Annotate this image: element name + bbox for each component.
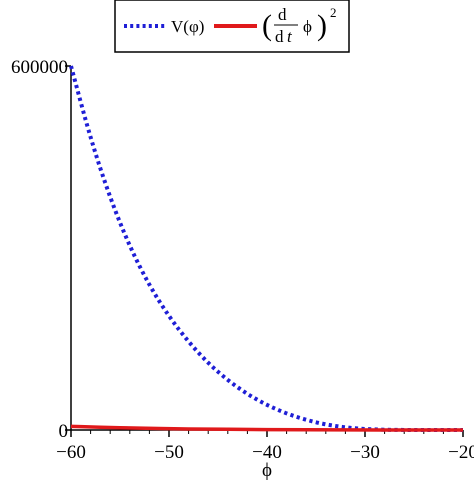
legend-frac-num: d xyxy=(278,5,287,24)
legend-paren-close: ) xyxy=(317,9,327,42)
x-tick-label: −50 xyxy=(154,442,184,463)
series-dphi-squared-line xyxy=(70,424,464,432)
legend-frac-den-d: d xyxy=(275,27,284,46)
legend-label-dphi: ( d d t ϕ ) 2 xyxy=(262,5,337,46)
legend-phi: ϕ xyxy=(303,17,312,36)
legend-label-v: V(φ) xyxy=(171,17,204,36)
series-v-phi-line xyxy=(69,65,463,432)
y-ticks: 0 600000 xyxy=(11,57,71,442)
x-tick-label: −40 xyxy=(252,442,282,463)
y-tick-label: 0 xyxy=(59,421,69,442)
legend-paren-open: ( xyxy=(262,9,272,42)
x-axis-label: ϕ xyxy=(262,460,272,481)
x-tick-label: −60 xyxy=(56,442,86,463)
x-ticks: −60 −50 −40 −30 −20 xyxy=(56,430,474,463)
legend-exponent: 2 xyxy=(330,5,337,20)
series-layer xyxy=(69,65,464,432)
x-tick-label: −30 xyxy=(350,442,380,463)
legend-frac-den-t: t xyxy=(287,27,293,46)
x-tick-label: −20 xyxy=(448,442,474,463)
y-tick-label: 600000 xyxy=(11,57,68,78)
axes xyxy=(70,66,463,431)
legend: V(φ) ( d d t ϕ ) 2 xyxy=(114,0,350,53)
